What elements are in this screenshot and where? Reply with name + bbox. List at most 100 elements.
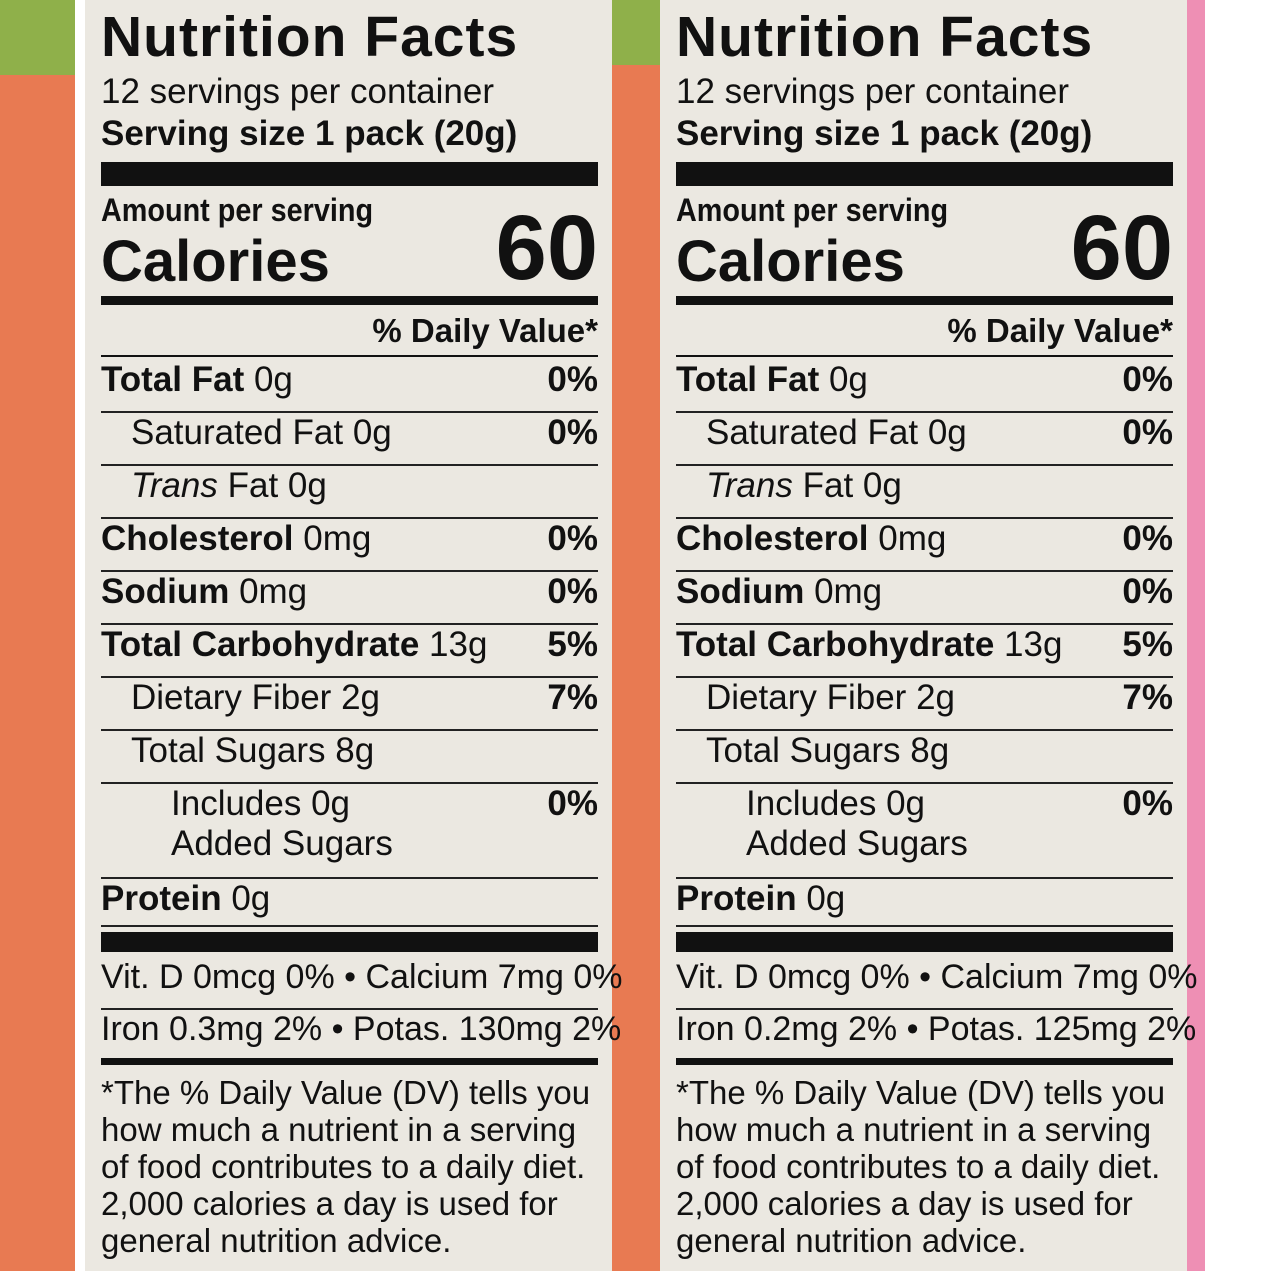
footnote-line: 2,000 calories a day is used for (676, 1185, 1133, 1222)
calories-value: 60 (1070, 197, 1173, 299)
footnote-line: *The % Daily Value (DV) tells you (676, 1074, 1166, 1111)
nutrient-amount: 0g (828, 360, 868, 399)
nutrient-amount: 2g (341, 678, 380, 717)
mineral-line: Iron 0.2mg 2% • Potas. 125mg 2% (676, 1010, 1196, 1062)
nutrient-dv: 0% (1122, 572, 1173, 611)
nutrient-row: Total Fat 0g 0% (101, 360, 598, 413)
nutrient-text: Includes 0g Added Sugars (171, 784, 393, 864)
nutrient-row: Total Carbohydrate 13g 5% (101, 625, 598, 678)
nutrient-text: Sodium 0mg (101, 572, 307, 612)
thick-bar (101, 162, 598, 186)
serving-size: Serving size 1 pack (20g) (676, 114, 1173, 154)
nutrient-amount: Fat 0g (802, 466, 902, 505)
serving-size-label: Serving size (101, 114, 306, 153)
nutrient-name: Total Fat (676, 360, 820, 399)
nutrient-name: Cholesterol (676, 519, 869, 558)
nutrient-dv: 0% (547, 519, 598, 558)
servings: 12 servings per container (101, 72, 494, 111)
thick-bar (676, 932, 1173, 952)
nutrient-row: Trans Fat 0g (676, 466, 1173, 519)
calories-label: Calories (101, 229, 330, 294)
title: Nutrition Facts (676, 5, 1094, 69)
nutrient-row: Cholesterol 0mg 0% (676, 519, 1173, 572)
nutrient-dv: 0% (1122, 784, 1173, 823)
footnote-line: how much a nutrient in a serving (676, 1111, 1152, 1148)
nutrient-text: Total Sugars 8g (131, 731, 374, 771)
nutrient-text: Protein 0g (101, 879, 270, 919)
nutrient-text: Dietary Fiber 2g (131, 678, 380, 718)
nutrient-row: Total Sugars 8g (676, 731, 1173, 784)
footnote-line: how much a nutrient in a serving (101, 1111, 577, 1148)
calories-value: 60 (495, 197, 598, 299)
nutrient-row: Protein 0g (676, 879, 1173, 927)
nutrient-text: Protein 0g (676, 879, 845, 919)
dv-header: % Daily Value* (372, 312, 598, 349)
thick-rule (101, 296, 598, 305)
nutrient-dv: 0% (1122, 413, 1173, 452)
nutrient-dv: 0% (547, 784, 598, 823)
rule (101, 355, 598, 357)
nutrient-dv: 0% (1122, 519, 1173, 558)
thick-bar (676, 162, 1173, 186)
nutrient-amount: 0mg (814, 572, 883, 611)
nutrient-row: Sodium 0mg 0% (101, 572, 598, 625)
nutrient-dv: 5% (547, 625, 598, 664)
nutrient-name: Total Carbohydrate (676, 625, 995, 664)
nutrient-dv: 7% (1122, 678, 1173, 717)
nutrient-name: Cholesterol (101, 519, 294, 558)
nutrient-text: Sodium 0mg (676, 572, 882, 612)
nutrient-name: Sodium (101, 572, 230, 611)
nutrient-name: Protein (676, 879, 797, 918)
serving-size: Serving size 1 pack (20g) (101, 114, 598, 154)
nutrient-name: Dietary Fiber (131, 678, 332, 717)
bg-pink (1187, 0, 1205, 1271)
footnote-line: 2,000 calories a day is used for (101, 1185, 558, 1222)
nutrient-row: Saturated Fat 0g 0% (101, 413, 598, 466)
nutrient-row: Total Fat 0g 0% (676, 360, 1173, 413)
nutrient-amount: 0mg (878, 519, 947, 558)
nutrient-dv: 0% (547, 360, 598, 399)
bg-orange (612, 65, 660, 1271)
thick-rule (101, 1058, 598, 1065)
nutrient-dv: 7% (547, 678, 598, 717)
nutrient-amount: Added Sugars (746, 824, 968, 863)
footnote-line: *The % Daily Value (DV) tells you (101, 1074, 591, 1111)
nutrient-dv: 0% (547, 413, 598, 452)
nutrition-panel: Nutrition Facts 12 servings per container… (85, 0, 622, 1271)
nutrient-amount: 2g (916, 678, 955, 717)
nutrient-text: Total Sugars 8g (706, 731, 949, 771)
nutrient-row: Sodium 0mg 0% (676, 572, 1173, 625)
nutrient-row: Includes 0g Added Sugars 0% (676, 784, 1173, 879)
nutrient-name: Protein (101, 879, 222, 918)
servings: 12 servings per container (676, 72, 1069, 111)
nutrient-name: Includes 0g (171, 784, 351, 823)
footnote-line: general nutrition advice. (676, 1222, 1027, 1259)
nutrient-row: Trans Fat 0g (101, 466, 598, 519)
nutrient-amount: 0g (806, 879, 846, 918)
nutrient-text: Saturated Fat 0g (706, 413, 967, 453)
serving-size-label: Serving size (676, 114, 881, 153)
thick-rule (676, 1058, 1173, 1065)
nutrient-row: Total Carbohydrate 13g 5% (676, 625, 1173, 678)
nutrient-row: Cholesterol 0mg 0% (101, 519, 598, 572)
nutrient-name: Total Sugars (706, 731, 901, 770)
nutrient-text: Total Carbohydrate 13g (676, 625, 1062, 665)
nutrition-panel: Nutrition Facts 12 servings per container… (660, 0, 1197, 1271)
amount-per-serving: Amount per serving (676, 192, 949, 228)
serving-size-value: 1 pack (20g) (315, 114, 518, 153)
nutrient-amount: 0mg (239, 572, 308, 611)
nutrient-row: Protein 0g (101, 879, 598, 927)
nutrient-text: Cholesterol 0mg (676, 519, 946, 559)
nutrient-name: Saturated Fat (706, 413, 919, 452)
footnote-line: of food contributes to a daily diet. (676, 1148, 1161, 1185)
nutrient-text: Total Fat 0g (676, 360, 868, 400)
nutrient-amount: 0g (927, 413, 967, 452)
nutrient-text: Dietary Fiber 2g (706, 678, 955, 718)
nutrient-text: Cholesterol 0mg (101, 519, 371, 559)
amount-per-serving: Amount per serving (101, 192, 374, 228)
mineral-line: Vit. D 0mcg 0% • Calcium 7mg 0% (676, 958, 1197, 1010)
title: Nutrition Facts (101, 5, 519, 69)
calories-label: Calories (676, 229, 905, 294)
nutrient-name: Total Sugars (131, 731, 326, 770)
